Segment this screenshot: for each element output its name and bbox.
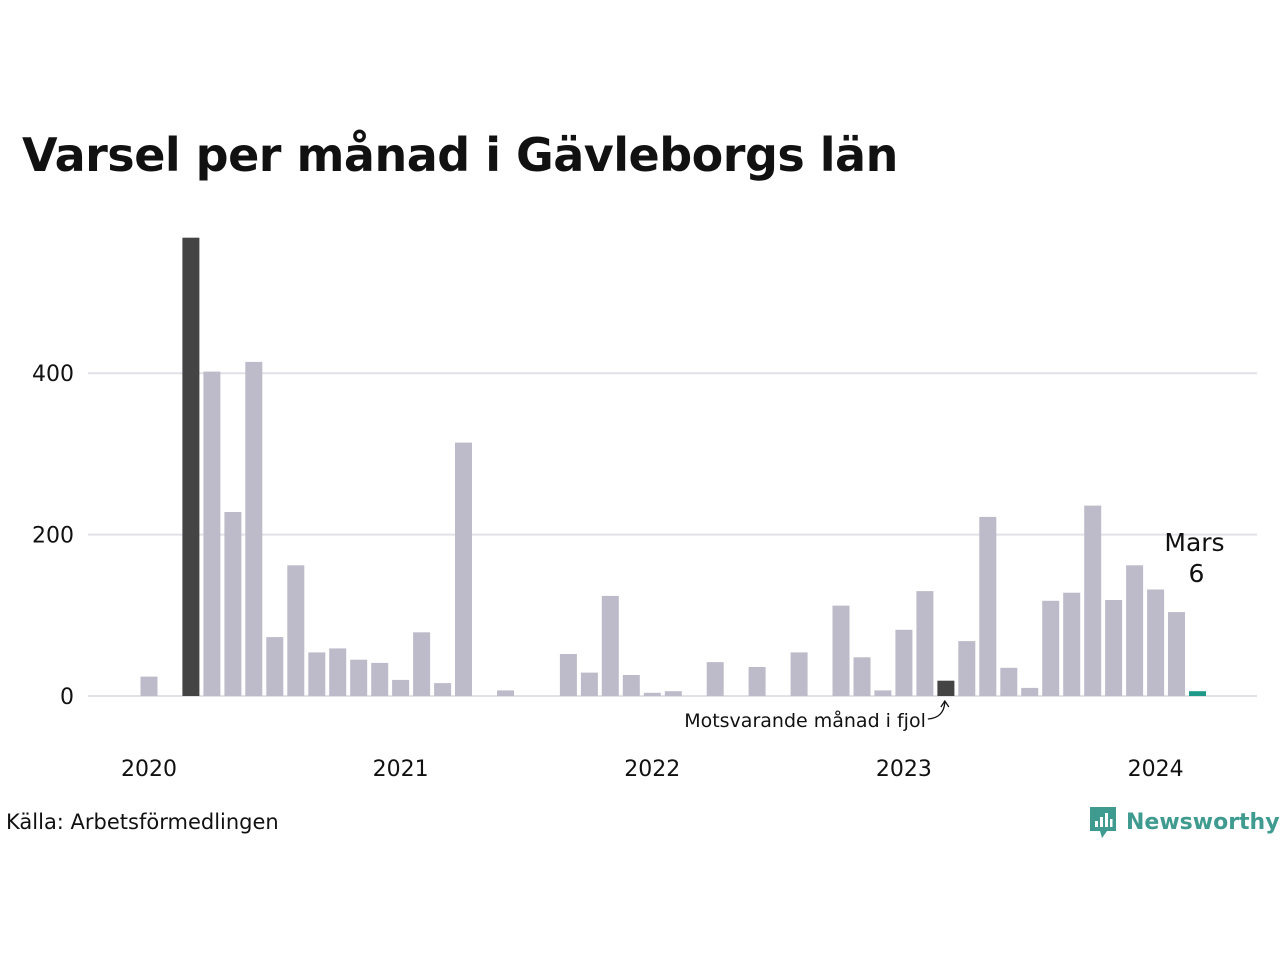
- bar-2022-10: [832, 605, 850, 696]
- brand-name: Newsworthy: [1126, 809, 1280, 835]
- bar-2020-08: [287, 565, 305, 696]
- source-note: Källa: Arbetsförmedlingen: [6, 810, 279, 834]
- bar-2023-08: [1042, 600, 1060, 696]
- bar-2022-06: [748, 667, 766, 696]
- bar-2021-09: [559, 654, 577, 696]
- bar-2023-12: [1126, 565, 1144, 696]
- x-tick-label: 2020: [121, 757, 177, 782]
- bar-2020-11: [350, 659, 368, 696]
- bar-2020-01: [140, 676, 158, 696]
- bar-2023-07: [1021, 687, 1039, 696]
- bar-2020-06: [245, 361, 263, 696]
- bar-2020-03: [182, 237, 200, 696]
- bar-2023-03: [937, 680, 955, 696]
- bar-2020-07: [266, 637, 284, 696]
- x-tick-label: 2024: [1128, 757, 1184, 782]
- bar-2023-11: [1105, 600, 1123, 696]
- previous-year-arrow: [927, 699, 950, 720]
- y-tick-label: 0: [60, 685, 74, 710]
- current-value-label: 6: [1189, 559, 1205, 588]
- bar-2021-02: [413, 632, 431, 696]
- chart-title: Varsel per månad i Gävleborgs län: [22, 128, 898, 182]
- bar-chart: 0 200 400 2020 2021 2022 2023 2024 Mars 6 Mots…: [32, 237, 1257, 782]
- bar-2023-06: [1000, 667, 1018, 696]
- bar-2022-04: [706, 662, 724, 696]
- bar-2021-06: [497, 690, 514, 696]
- bar-2023-09: [1063, 592, 1081, 696]
- y-tick-label: 200: [32, 524, 74, 549]
- annotations: Mars 6 Motsvarande månad i fjol: [684, 528, 1224, 732]
- bar-2021-11: [601, 595, 619, 696]
- bar-2021-12: [622, 675, 640, 696]
- bar-2021-10: [580, 672, 598, 696]
- bar-2021-01: [392, 679, 410, 696]
- brand: Newsworthy: [1088, 804, 1280, 840]
- bar-2023-05: [979, 516, 997, 696]
- bar-2024-03: [1189, 691, 1206, 696]
- bar-2024-02: [1168, 612, 1185, 696]
- x-tick-label: 2023: [876, 757, 932, 782]
- bar-2023-04: [958, 641, 976, 696]
- bar-2022-08: [790, 652, 808, 696]
- bar-2020-10: [329, 648, 347, 696]
- bar-2021-03: [434, 683, 452, 696]
- bars: [140, 237, 1206, 696]
- bar-2023-10: [1084, 505, 1102, 696]
- previous-year-label: Motsvarande månad i fjol: [684, 709, 926, 732]
- bar-2022-11: [853, 657, 871, 696]
- bar-2020-09: [308, 652, 326, 696]
- bar-2020-04: [203, 371, 221, 696]
- x-tick-label: 2022: [624, 757, 680, 782]
- newsworthy-logo-icon: [1090, 807, 1116, 838]
- current-month-label: Mars: [1164, 528, 1224, 557]
- bar-2024-01: [1147, 589, 1165, 696]
- y-axis-ticks: 0 200 400: [32, 362, 74, 710]
- bar-2022-12: [874, 690, 892, 696]
- bar-2020-12: [371, 662, 389, 696]
- bar-2022-02: [664, 691, 682, 696]
- bar-2021-04: [455, 442, 472, 696]
- bar-2022-01: [643, 692, 661, 696]
- bar-2020-05: [224, 512, 242, 696]
- bar-2023-02: [916, 591, 934, 696]
- bar-2023-01: [895, 629, 913, 696]
- x-axis-ticks: 2020 2021 2022 2023 2024: [121, 757, 1184, 782]
- gridlines: [88, 372, 1257, 697]
- x-tick-label: 2021: [373, 757, 429, 782]
- y-tick-label: 400: [32, 362, 74, 387]
